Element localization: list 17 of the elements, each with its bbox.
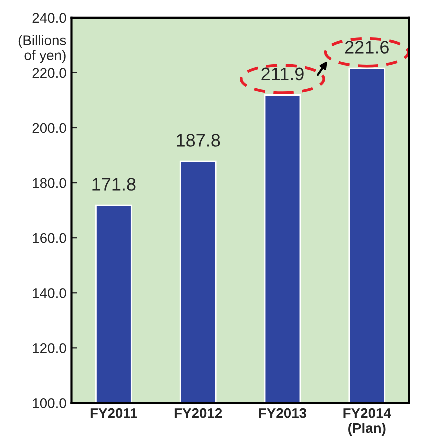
y-axis-title: (Billions of yen): [18, 35, 66, 64]
y-tick-label: 160.0: [33, 233, 66, 244]
data-label: 221.6: [345, 41, 389, 54]
x-tick-label: FY2012: [174, 408, 222, 418]
x-tick-label: FY2013: [259, 408, 307, 418]
y-tick-label: 180.0: [33, 178, 66, 188]
x-tick-label: FY2014 (Plan): [344, 408, 392, 436]
data-label: 187.8: [177, 134, 220, 147]
y-tick-label: 200.0: [32, 123, 66, 134]
y-tick-label: 100.0: [33, 398, 66, 408]
y-tick-label: 120.0: [33, 343, 66, 354]
data-label: 211.9: [262, 68, 304, 81]
y-tick-label: 240.0: [32, 13, 66, 24]
y-tick-label: 140.0: [33, 288, 66, 298]
x-tick-label: FY2011: [90, 408, 138, 418]
data-label: 171.8: [92, 178, 136, 191]
y-tick-label: 220.0: [32, 68, 66, 78]
